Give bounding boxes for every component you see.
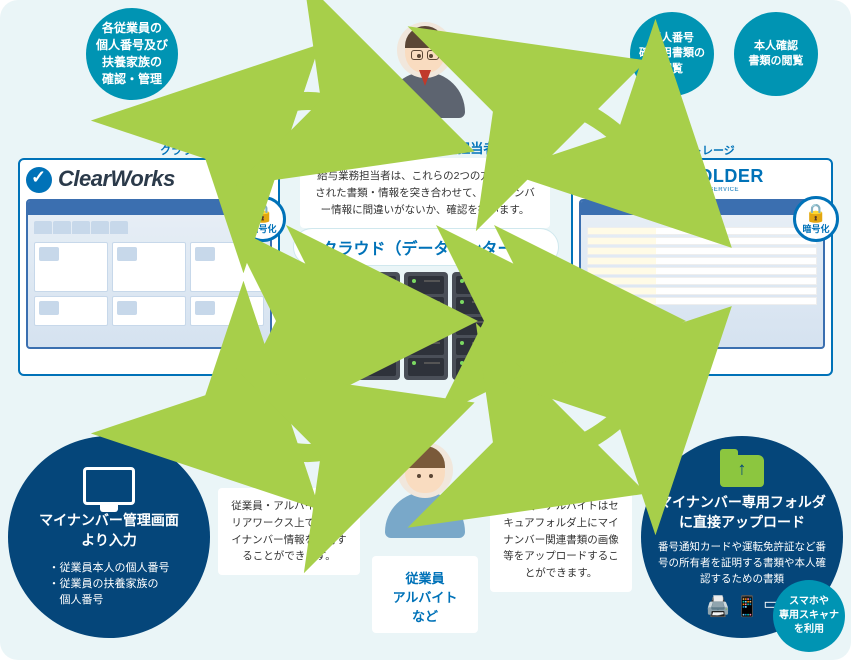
- lock-icon: [579, 166, 603, 186]
- arrow-br: [500, 388, 640, 478]
- bubble-scanner: スマホや 専用スキャナ を利用: [773, 580, 845, 652]
- encrypt-badge-left: 🔒 暗号化: [240, 196, 286, 242]
- circle-title: マイナンバー専用フォルダ に直接アップロード: [658, 493, 826, 532]
- arrow-ml: [286, 296, 356, 346]
- check-icon: [26, 167, 52, 193]
- bubble-id-view: 本人確認 書類の閲覧: [734, 12, 818, 96]
- circle-title: マイナンバー管理画面 より入力: [39, 511, 179, 550]
- employee-figure: [380, 442, 470, 538]
- securefolder-logo: SECURE FOLDER SWX ONLINE SECURE DATA STO…: [579, 166, 825, 193]
- left-desc: 従業員・アルバイトはクリアワークス上で各自マイナンバー情報を入力することができま…: [218, 488, 360, 575]
- bubble-text: スマホや 専用スキャナ を利用: [779, 595, 839, 637]
- employee-title-box: 従業員 アルバイト など: [372, 556, 478, 633]
- list-item: 従業員の扶養家族の 個人番号: [49, 575, 170, 607]
- cloud-label: クラウド（データセンター）: [292, 228, 558, 266]
- lock-icon: 🔒: [805, 204, 827, 222]
- lock-icon: 🔒: [252, 204, 274, 222]
- right-desc: 従業員・アルバイトはセキュアフォルダ上にマイナンバー関連書類の画像等をアップロー…: [490, 488, 632, 592]
- server-racks: [356, 272, 496, 380]
- circle-list: 従業員本人の個人番号 従業員の扶養家族の 個人番号: [49, 559, 170, 607]
- arrow-tr: [500, 76, 640, 166]
- manager-desc: 給与業務担当者は、これらの2つの方法で提出された書類・情報を突き合わせて、マイナ…: [300, 158, 550, 228]
- input-circle: マイナンバー管理画面 より入力 従業員本人の個人番号 従業員の扶養家族の 個人番…: [8, 436, 210, 638]
- bubble-employee-mgmt: 各従業員の 個人番号及び 扶養家族の 確認・管理: [86, 8, 178, 100]
- securefolder-panel: クラウド型ビジネスストレージ SECURE FOLDER SWX ONLINE …: [571, 158, 833, 376]
- bubble-text: 個人番号 確認用書類の 閲覧: [639, 31, 705, 77]
- phone-icon: 📱: [734, 594, 759, 619]
- manager-figure: [380, 22, 470, 118]
- printer-icon: 🖨️: [706, 594, 731, 619]
- clearworks-logo: ClearWorks: [26, 166, 272, 193]
- arrow-mr: [494, 296, 564, 346]
- bubble-text: 各従業員の 個人番号及び 扶養家族の 確認・管理: [96, 20, 168, 87]
- clearworks-panel: クラウド型業務ソフト ClearWorks 🔒 暗号化: [18, 158, 280, 376]
- device-icons: 🖨️ 📱 ▭: [706, 594, 779, 619]
- monitor-icon: [83, 467, 135, 505]
- folder-upload-icon: [720, 455, 764, 487]
- arrow-bl: [208, 388, 348, 478]
- employee-title: 従業員 アルバイト など: [376, 568, 474, 625]
- diagram-canvas: 各従業員の 個人番号及び 扶養家族の 確認・管理 個人番号 確認用書類の 閲覧 …: [0, 0, 851, 660]
- encrypt-badge-right: 🔒 暗号化: [793, 196, 839, 242]
- arrow-tl: [208, 76, 348, 166]
- list-item: 従業員本人の個人番号: [49, 559, 170, 575]
- bubble-text: 本人確認 書類の閲覧: [749, 39, 804, 70]
- clearworks-screenshot: [26, 199, 272, 349]
- securefolder-screenshot: [579, 199, 825, 349]
- bubble-doc-view: 個人番号 確認用書類の 閲覧: [630, 12, 714, 96]
